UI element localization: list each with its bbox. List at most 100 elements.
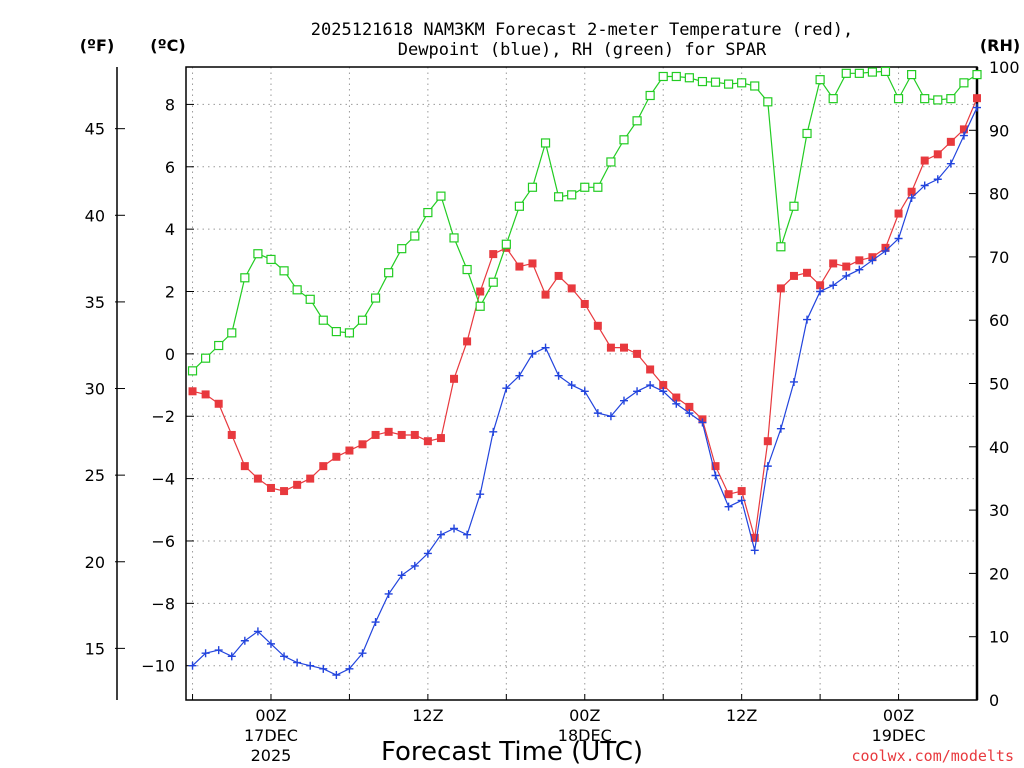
dewpoint-point [280,652,289,661]
dewpoint-point [476,490,485,499]
rh-point [867,67,878,77]
dewpoint-point [724,502,733,511]
dewpoint-point [973,103,981,112]
2-meter-temperature-point [685,402,694,411]
celsius-tick-label: 4 [165,220,175,239]
2-meter-temperature-point [659,381,668,390]
dewpoint-point [711,471,720,480]
2-meter-temperature-point [332,452,341,461]
rh-point [776,242,786,252]
dewpoint-point [332,671,341,680]
x-tick-label: 12Z [726,706,757,725]
rh-point [763,97,773,107]
x-tick-label: 00Z [883,706,914,725]
rh-point [658,71,668,82]
2-meter-temperature-point [450,374,459,383]
rh-point [854,68,864,78]
rh-point [423,207,433,218]
rh-point [397,244,407,254]
dewpoint-point [436,530,445,539]
rh-point [619,135,629,145]
rh-point [841,68,851,78]
x-tick-date-label: 17DEC [244,726,298,745]
rh-point [750,81,760,91]
rh-tick-label: 60 [989,311,1009,330]
rh-point [684,73,694,83]
chart-title-line1: 2025121618 NAM3KM Forecast 2-meter Tempe… [311,20,853,40]
2-meter-temperature-point [567,284,576,293]
rh-point [554,192,564,202]
rh-tick-label: 70 [989,248,1009,267]
rh-point [737,78,747,88]
x-tick-year-label: 2025 [251,746,292,765]
rh-point [344,328,355,338]
rh-point [920,94,930,104]
2-meter-temperature-point [816,281,825,290]
2-meter-temperature-point [776,284,785,293]
2-meter-temperature-point [933,150,942,159]
2-meter-temperature-point [959,125,968,134]
2-meter-temperature-point [789,271,798,280]
rh-point [880,66,891,77]
rh-point [567,190,577,200]
dewpoint-point [959,131,968,140]
x-tick-label: 12Z [412,706,443,725]
fahrenheit-tick-label: 45 [85,120,105,139]
celsius-tick-label: 8 [165,95,175,114]
dewpoint-point [266,639,275,648]
2-meter-temperature-point [646,365,655,374]
dewpoint-point [541,343,550,352]
dewpoint-point [253,627,262,636]
2-meter-temperature-point [476,287,485,296]
rh-point [240,273,250,283]
dewpoint-point [633,387,642,396]
2-meter-temperature-point [803,268,812,277]
dewpoint-point [397,571,406,580]
rh-point [410,231,420,241]
rh-point [933,95,943,105]
rh-point [815,75,825,85]
dewpoint-point [489,427,498,436]
rh-point [279,266,289,276]
2-meter-temperature-point [973,94,981,103]
dewpoint-point [698,418,707,427]
dewpoint-point [920,181,929,190]
2-meter-temperature-point [606,343,615,352]
x-axis-title: Forecast Time (UTC) [381,737,643,767]
2-meter-temperature-point [515,262,524,271]
2-meter-temperature-point [633,349,642,358]
2-meter-temperature-point [410,430,419,439]
rh-point [436,191,446,201]
dewpoint-point [750,546,759,555]
dewpoint-series [188,103,981,680]
rh-point [802,128,812,139]
rh-point [384,268,394,278]
dewpoint-point [214,646,223,655]
2-meter-temperature-point [397,430,406,439]
2-meter-temperature-point [946,137,955,146]
2-meter-temperature-point [541,290,550,299]
2-meter-temperature-point [580,299,589,308]
rh-point [187,366,198,376]
2-meter-temperature-point [829,259,838,268]
dewpoint-point [345,664,354,673]
dewpoint-point [463,530,472,539]
x-tick-date-label: 18DEC [558,726,612,745]
dewpoint-point [619,396,628,405]
2-meter-temperature-point [371,430,380,439]
rh-point [514,201,524,211]
dewpoint-point [384,589,393,598]
rh-point [907,69,917,80]
dewpoint-point [188,661,197,670]
2-meter-temperature-point [489,250,498,259]
2-meter-temperature-point [842,262,851,271]
dewpoint-point [410,561,419,570]
2-meter-temperature-point [358,440,367,449]
rh-point [201,353,211,363]
rh-tick-label: 80 [989,185,1009,204]
rh-point [593,182,603,192]
rh-point [227,328,237,338]
rh-tick-label: 40 [989,438,1009,457]
rh-point [475,301,485,311]
